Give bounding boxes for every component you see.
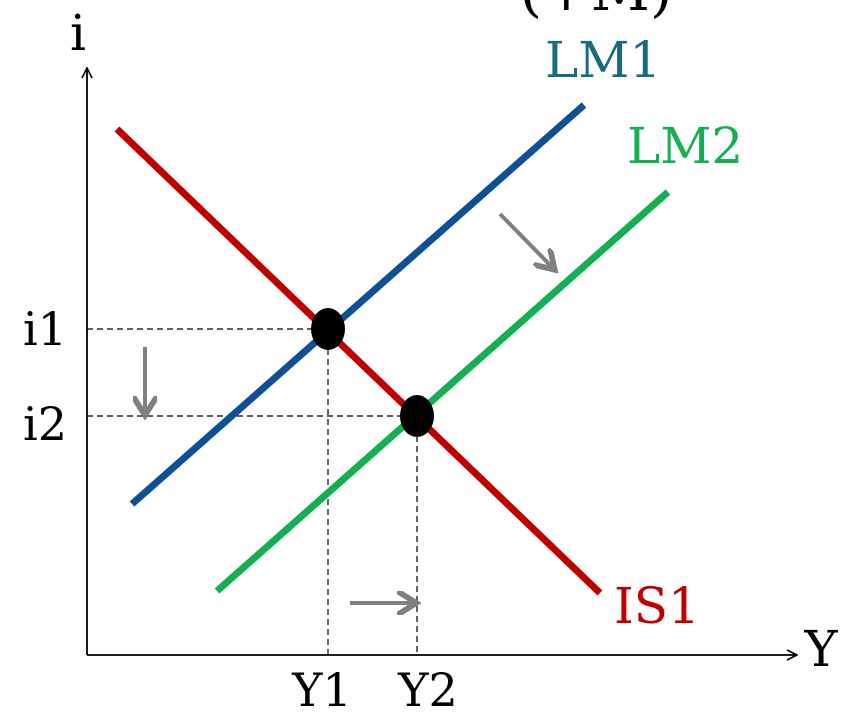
i2-label: i2 bbox=[23, 397, 67, 451]
i1-label: i1 bbox=[23, 302, 67, 356]
y2-label: Y2 bbox=[397, 663, 458, 714]
x-axis-label: Y bbox=[803, 620, 838, 678]
lm2-curve bbox=[214, 189, 671, 594]
lm2-label: LM2 bbox=[627, 117, 743, 175]
y-axis-label: i bbox=[70, 4, 86, 62]
y1-label: Y1 bbox=[291, 663, 352, 714]
lm1-curve bbox=[129, 102, 587, 507]
shift-right-arrow bbox=[498, 212, 553, 268]
is1-curve bbox=[114, 126, 603, 596]
lm1-label: LM1 bbox=[545, 31, 661, 89]
title-fragment: (+M) bbox=[519, 0, 672, 24]
equilibrium-point-1 bbox=[311, 308, 345, 350]
equilibrium-point-2 bbox=[400, 395, 434, 437]
is1-label: IS1 bbox=[614, 577, 700, 635]
